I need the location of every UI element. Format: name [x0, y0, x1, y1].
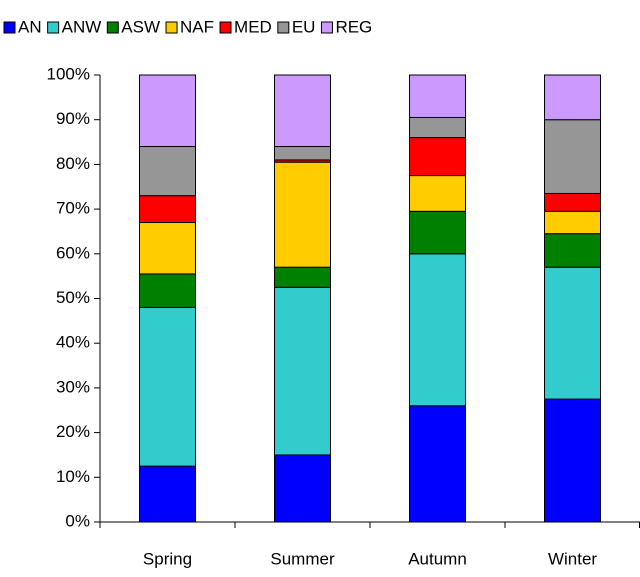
bar-segment [139, 146, 196, 197]
legend-label: NAF [180, 17, 214, 36]
bar-segment [409, 210, 466, 255]
legend-label: AN [18, 17, 42, 36]
y-tick-label: 20% [56, 422, 90, 441]
bar-segment [409, 116, 466, 139]
bar-segment [139, 195, 196, 224]
x-tick-label: Winter [548, 549, 597, 568]
y-tick-label: 40% [56, 333, 90, 352]
bar-segment [139, 74, 196, 148]
legend-swatch [320, 21, 333, 34]
legend-label: ASW [121, 17, 160, 36]
y-tick-label: 0% [65, 511, 90, 530]
legend-swatch [3, 21, 16, 34]
legend-label: MED [234, 17, 272, 36]
x-tick-label: Summer [270, 549, 335, 568]
x-tick-label: Spring [143, 549, 192, 568]
bar-segment [274, 74, 331, 148]
y-tick-label: 90% [56, 109, 90, 128]
bar-segment [409, 405, 466, 523]
bar-segment [409, 74, 466, 118]
bar-segment [139, 222, 196, 275]
bar-segment [274, 161, 331, 268]
bar-segment [544, 210, 601, 235]
legend-label: REG [335, 17, 372, 36]
y-tick-label: 70% [56, 199, 90, 218]
legend-swatch [219, 21, 232, 34]
bar-segment [544, 266, 601, 400]
legend-label: ANW [62, 17, 102, 36]
bar-segment [544, 119, 601, 194]
bar-segment [139, 273, 196, 308]
bar-segment [274, 454, 331, 523]
bar-segment [409, 137, 466, 177]
legend-label: EU [292, 17, 316, 36]
legend-swatch [165, 21, 178, 34]
bar-segment [544, 233, 601, 268]
bar-segment [274, 266, 331, 288]
legend-swatch [277, 21, 290, 34]
bar-segment [409, 175, 466, 212]
y-tick-label: 30% [56, 377, 90, 396]
bar-segment [544, 74, 601, 121]
bar-segment [274, 146, 331, 161]
bar-segment [409, 253, 466, 407]
x-tick-label: Autumn [408, 549, 467, 568]
legend-swatch [47, 21, 60, 34]
legend-swatch [106, 21, 119, 34]
bar-segment [139, 465, 196, 523]
bar-segment [274, 286, 331, 456]
y-tick-label: 10% [56, 467, 90, 486]
y-tick-label: 50% [56, 288, 90, 307]
y-tick-label: 60% [56, 243, 90, 262]
y-tick-label: 100% [47, 64, 90, 83]
bar-segment [544, 192, 601, 212]
bar-segment [544, 398, 601, 523]
y-tick-label: 80% [56, 154, 90, 173]
bar-segment [139, 306, 196, 467]
